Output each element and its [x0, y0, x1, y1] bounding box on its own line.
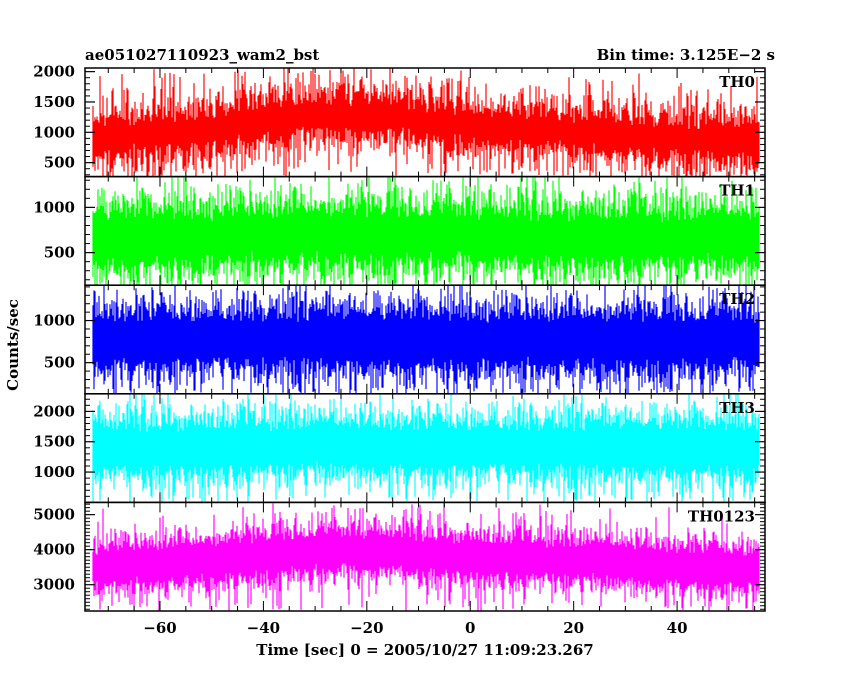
- x-tick-label: −40: [247, 619, 280, 637]
- y-tick-label: 3000: [33, 576, 75, 594]
- y-tick-label: 1000: [33, 463, 75, 481]
- y-tick-label: 1500: [33, 433, 75, 451]
- series-line-th0123: [92, 502, 760, 611]
- panel-label-th3: TH3: [719, 399, 755, 417]
- chart-title: ae051027110923_wam2_bst: [85, 46, 319, 64]
- bin-time-label: Bin time: 3.125E−2 s: [597, 46, 775, 64]
- panel-label-th2: TH2: [719, 290, 755, 308]
- panel-th0: 500 1000 1500 2000 TH0: [33, 63, 766, 178]
- y-tick-label: 1500: [33, 93, 75, 111]
- y-tick-label: 5000: [33, 506, 75, 524]
- panels-group: 500 1000 1500 2000 TH0 500 1000 TH1 500 1000 TH2 10…: [33, 63, 766, 612]
- series-line-th3: [92, 393, 760, 503]
- y-tick-label: 2000: [33, 402, 75, 420]
- x-axis: −60 −40 −20 0 20 40: [143, 619, 687, 637]
- y-tick-label: 2000: [33, 63, 75, 81]
- x-tick-label: 20: [563, 619, 584, 637]
- x-axis-label: Time [sec] 0 = 2005/10/27 11:09:23.267: [256, 641, 593, 659]
- y-axis-label: Counts/sec: [4, 299, 22, 391]
- panel-label-th1: TH1: [719, 182, 755, 200]
- y-tick-label: 4000: [33, 541, 75, 559]
- series-line-th1: [92, 176, 760, 286]
- x-tick-label: −20: [350, 619, 383, 637]
- y-tick-label: 500: [44, 154, 75, 172]
- series-line-th2: [92, 285, 760, 394]
- panel-th2: 500 1000 TH2: [33, 284, 766, 395]
- y-tick-label: 500: [44, 244, 75, 262]
- y-tick-label: 1000: [33, 123, 75, 141]
- x-tick-label: 0: [465, 619, 475, 637]
- x-tick-label: 40: [667, 619, 688, 637]
- panel-th1: 500 1000 TH1: [33, 175, 766, 286]
- y-tick-label: 1000: [33, 198, 75, 216]
- panel-th0123: 3000 4000 5000 TH0123: [33, 501, 766, 612]
- y-tick-label: 1000: [33, 312, 75, 330]
- panel-label-th0: TH0: [719, 73, 755, 91]
- series-line-th0: [92, 68, 760, 177]
- y-tick-label: 500: [44, 354, 75, 372]
- x-tick-label: −60: [143, 619, 176, 637]
- panel-label-th0123: TH0123: [688, 507, 755, 525]
- panel-th3: 1000 1500 2000 TH3: [33, 393, 766, 504]
